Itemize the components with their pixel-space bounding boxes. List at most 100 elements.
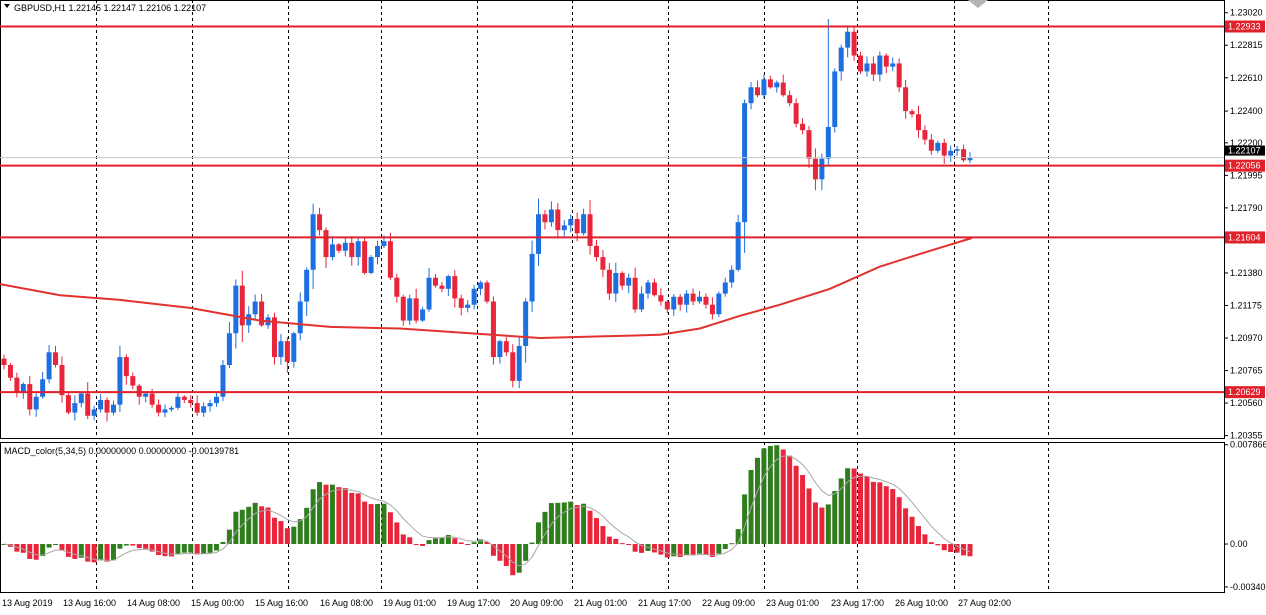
macd-bar [214, 544, 220, 551]
candle [175, 392, 181, 410]
macd-bar [246, 506, 252, 545]
macd-bar [259, 506, 265, 545]
x-axis-tick-label: 22 Aug 09:00 [702, 598, 755, 608]
macd-bar [819, 507, 825, 545]
macd-bar [922, 534, 928, 545]
macd-bar [362, 501, 368, 545]
candle-body [246, 314, 252, 326]
candle-body [452, 276, 458, 299]
macd-panel-frame [0, 442, 1225, 593]
macd-bar [851, 468, 857, 545]
candle [619, 271, 625, 290]
candle-body [194, 403, 200, 413]
candle [516, 337, 522, 389]
candle [613, 262, 619, 303]
macd-bar [529, 542, 535, 545]
candle [561, 219, 567, 237]
candle-body [523, 301, 529, 346]
candle-body [961, 149, 967, 161]
candle [407, 294, 413, 325]
candle [497, 339, 503, 364]
macd-bar [568, 501, 574, 545]
candle [252, 294, 258, 321]
candle [53, 345, 59, 368]
candle-body [883, 55, 889, 67]
candle [130, 372, 136, 390]
macd-title: MACD_color(5,34,5) 0.00000000 0.00000000… [4, 446, 239, 456]
candle [104, 397, 110, 422]
candle [478, 280, 484, 296]
candle [735, 214, 741, 272]
macd-bar [226, 529, 232, 545]
candle-body [761, 79, 767, 96]
macd-bar [716, 544, 722, 554]
candle [33, 393, 39, 417]
candle-body [432, 277, 438, 286]
candle-body [188, 399, 194, 404]
macd-bar [349, 492, 355, 545]
candle-body [748, 87, 754, 104]
y-axis-tick-label: 1.20765 [1230, 366, 1263, 376]
candle-body [98, 399, 104, 410]
x-axis-tick-label: 13 Aug 2019 [2, 598, 53, 608]
candle-body [123, 357, 129, 377]
macd-histogram [1, 445, 973, 576]
level-price-label: 1.21604 [1228, 232, 1261, 242]
macd-bar [806, 488, 812, 545]
candle-body [774, 82, 780, 88]
candle-body [529, 253, 535, 302]
candle-body [697, 296, 703, 302]
candle [542, 210, 548, 230]
macd-bar [684, 544, 690, 555]
chart-shift-marker-icon[interactable] [968, 0, 988, 8]
macd-bar [426, 540, 432, 545]
candle [935, 141, 941, 153]
macd-bar [317, 482, 323, 545]
macd-bar [149, 544, 155, 552]
candle-body [555, 209, 561, 231]
candle [664, 300, 670, 314]
candle [310, 203, 316, 290]
candle-body [304, 269, 310, 302]
candle-body [568, 219, 574, 226]
macd-bar [59, 544, 65, 551]
macd-bar [368, 504, 374, 545]
macd-bar [858, 473, 864, 545]
macd-bar [407, 537, 413, 545]
candle-body [168, 407, 174, 410]
symbol-dropdown-icon[interactable] [4, 4, 10, 8]
macd-bar [606, 536, 612, 545]
candle-body [503, 341, 509, 353]
candle-body [716, 293, 722, 315]
candle [78, 391, 84, 408]
candle [484, 280, 490, 304]
macd-bar [233, 511, 239, 545]
x-axis-tick-label: 14 Aug 08:00 [127, 598, 180, 608]
candle-body [284, 341, 290, 362]
macd-bar [639, 544, 645, 553]
macd-bar [870, 481, 876, 545]
macd-bar [323, 484, 329, 545]
macd-bar [239, 509, 245, 545]
y-axis-tick-label: 1.20560 [1230, 398, 1263, 408]
candle-body [91, 409, 97, 416]
y-axis-tick-label: 1.22200 [1230, 138, 1263, 148]
candle-body [542, 214, 548, 223]
candle-body [336, 244, 342, 251]
macd-bar [555, 502, 561, 545]
candle-body [355, 241, 361, 258]
candle [503, 336, 509, 357]
candle [98, 394, 104, 413]
candle-body [342, 242, 348, 251]
y-axis-tick-label: 1.23020 [1230, 8, 1263, 18]
macd-bar [510, 544, 516, 576]
candle-body [239, 285, 245, 326]
macd-bar [336, 487, 342, 545]
macd-bar [703, 544, 709, 555]
candle [349, 236, 355, 266]
x-axis-tick-label: 23 Aug 01:00 [766, 598, 819, 608]
y-axis-tick-label: 1.21380 [1230, 268, 1263, 278]
macd-bar [278, 521, 284, 545]
candle [201, 402, 207, 417]
